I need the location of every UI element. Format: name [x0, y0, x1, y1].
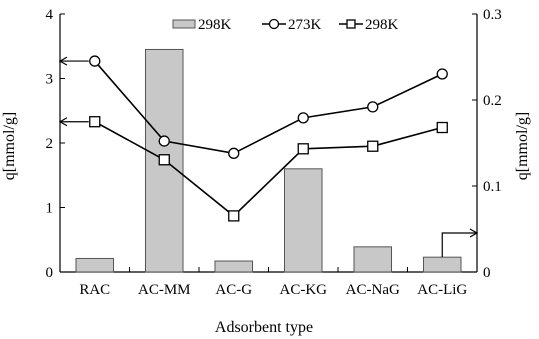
y-left-tick-label: 0 [46, 265, 54, 281]
y-right-tick-label: 0.3 [483, 7, 502, 23]
y-axis-right-label: q[mmol/g] [514, 112, 531, 180]
legend-label-bar: 298K [198, 17, 232, 33]
legend: 298K 273K 298K [172, 17, 399, 33]
axis-arrows [58, 56, 479, 258]
bar [283, 168, 323, 273]
line-series-group [89, 55, 448, 222]
legend-label-line-circle: 273K [288, 17, 322, 33]
x-axis-label: Adsorbent type [215, 319, 313, 336]
data-point-circle [297, 112, 309, 124]
legend-marker-square [346, 19, 356, 29]
data-point-square [436, 121, 448, 134]
y-left-tick-label: 3 [46, 72, 54, 88]
data-point-square [89, 116, 101, 128]
y-right-tick-label: 0 [483, 265, 491, 281]
data-point-circle [367, 101, 379, 113]
arrow-head-298k-left-axis [58, 117, 68, 127]
x-tick-label: AC-G [215, 282, 252, 298]
data-point-square [297, 143, 309, 155]
x-tick-label: AC-LiG [417, 282, 467, 298]
arrow-line-bar-right-axis [441, 232, 477, 258]
bar [214, 260, 254, 273]
legend-swatch-bar [172, 19, 196, 29]
series-line [94, 60, 443, 155]
arrow-head-273k-left-axis [58, 56, 68, 66]
data-point-circle [436, 68, 448, 80]
data-point-square [367, 140, 379, 152]
data-point-circle [228, 147, 240, 159]
bar [75, 257, 115, 273]
data-point-square [228, 210, 240, 222]
x-tick-label: AC-NaG [346, 282, 400, 298]
x-tick-label: AC-KG [280, 282, 328, 298]
y-axis-left-label: q[mmol/g] [1, 112, 18, 180]
bar [353, 246, 393, 273]
legend-marker-circle [268, 18, 280, 30]
series-line [94, 121, 443, 217]
axis-ticks: 0 1 2 3 4 0 0.1 0.2 0.3 RAC AC-MM AC-G AC-KG AC-NaG AC… [46, 7, 502, 298]
y-left-tick-label: 1 [46, 201, 54, 217]
x-tick-label: RAC [79, 282, 110, 298]
data-point-circle [158, 135, 170, 147]
arrow-head-bar-right-axis [469, 228, 479, 238]
y-left-tick-label: 4 [46, 7, 54, 23]
x-tick-label: AC-MM [138, 282, 191, 298]
legend-label-line-square: 298K [365, 17, 399, 33]
bar [422, 256, 462, 273]
y-right-tick-label: 0.2 [483, 93, 502, 109]
y-right-tick-label: 0.1 [483, 179, 502, 195]
bar-series [75, 48, 462, 273]
data-point-circle [89, 55, 101, 67]
data-point-square [158, 154, 170, 166]
plot-frame [59, 14, 478, 273]
y-left-tick-label: 2 [46, 136, 54, 152]
